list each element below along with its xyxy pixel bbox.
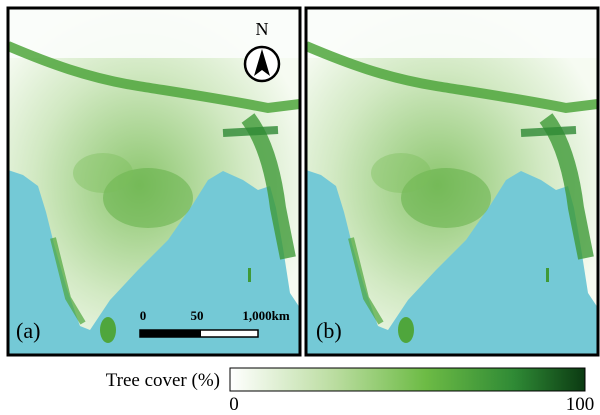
map-b	[306, 8, 598, 355]
colorbar-max: 100	[566, 394, 595, 415]
legend-title: Tree cover (%)	[106, 370, 220, 391]
legend: Tree cover (%) 0 100	[106, 367, 595, 415]
panel-label: (b)	[316, 318, 342, 343]
panel-b: (b)	[304, 6, 600, 357]
scale-label: 50	[191, 308, 204, 323]
panel-a: (a) N 0 50 1,000km	[6, 6, 302, 357]
panel-frame	[6, 6, 302, 357]
colorbar	[229, 367, 586, 392]
scale-bar: 0 50 1,000km	[139, 308, 290, 338]
north-arrow: N	[243, 19, 281, 83]
north-label: N	[256, 19, 269, 39]
scale-label: 0	[140, 308, 147, 323]
panel-label: (a)	[16, 318, 40, 343]
colorbar-min: 0	[229, 394, 239, 415]
scale-label: 1,000km	[242, 308, 289, 323]
panel-frame	[304, 6, 600, 357]
